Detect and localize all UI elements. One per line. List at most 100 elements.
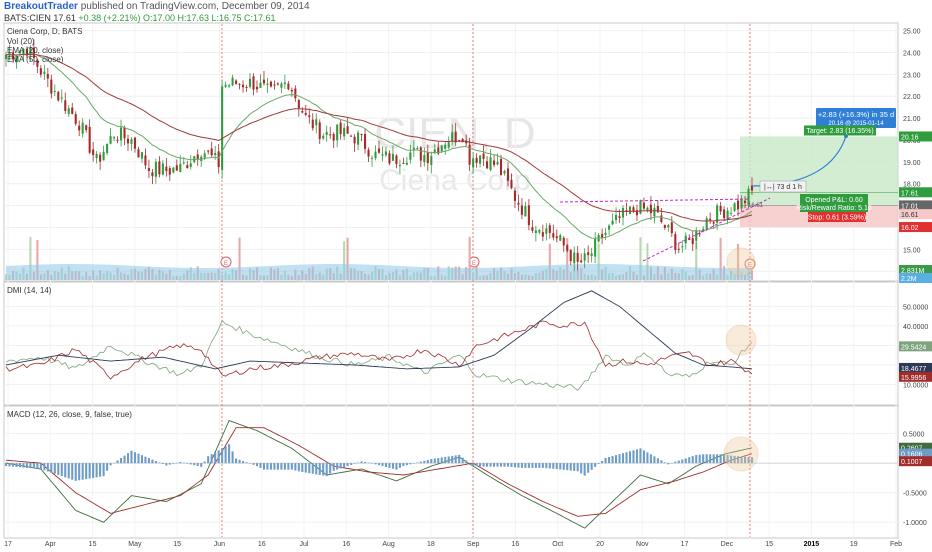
earnings-marker-label: E: [224, 261, 228, 267]
macd-histogram-bar: [297, 463, 300, 472]
macd-histogram-bar: [357, 462, 360, 464]
price-tick-label: 20.00: [903, 138, 921, 145]
time-tick-label: 20: [596, 541, 604, 548]
author-link[interactable]: BreakoutTrader: [4, 1, 78, 12]
macd-histogram-bar: [451, 455, 454, 464]
pattern-price-label: 16.61: [748, 203, 764, 209]
macd-pane-border: [3, 405, 899, 539]
candle-body: [242, 84, 245, 88]
candle-body: [716, 205, 719, 223]
macd-histogram-bar: [691, 456, 694, 464]
candle-body: [370, 157, 374, 159]
macd-histogram-bar: [8, 463, 11, 467]
candle-body: [133, 137, 137, 149]
macd-histogram-bar: [168, 463, 171, 465]
macd-histogram-bar: [53, 463, 56, 474]
candle-body: [137, 149, 140, 158]
macd-histogram-bar: [604, 457, 607, 464]
target-price-tag-box: [899, 131, 932, 142]
volume-bar: [548, 243, 551, 280]
publish-info: published on TradingView.com, December 0…: [80, 1, 310, 12]
macd-histogram-bar: [224, 446, 227, 464]
candle-body: [667, 225, 670, 228]
time-tick-label: 17: [4, 541, 12, 548]
macd-histogram-bar: [628, 451, 632, 464]
candle-body: [618, 216, 621, 218]
macd-histogram-bar: [151, 459, 154, 464]
risk-reward-label: Risk/Reward Ratio: 5.16: [796, 205, 872, 212]
macd-histogram-bar: [106, 463, 109, 471]
macd-histogram-bar: [339, 463, 342, 469]
candle-body: [737, 200, 740, 210]
watermark-name: Ciena Corp: [379, 164, 531, 197]
candle-body: [653, 207, 656, 217]
candle-body: [283, 82, 286, 85]
macd-histogram-bar: [144, 456, 147, 464]
macd-histogram-bar: [667, 463, 670, 465]
candle-body: [224, 84, 227, 87]
macd-histogram-bar: [318, 463, 321, 475]
candle-body: [545, 228, 548, 234]
price-change: +0.38 (+2.21%): [78, 13, 141, 23]
symbol: BATS:CIEN: [4, 13, 51, 23]
macd-histogram-bar: [276, 463, 279, 470]
candle-body: [245, 87, 248, 89]
candle-body: [461, 138, 464, 143]
macd-histogram-bar: [165, 463, 168, 466]
indicator-ema20[interactable]: EMA (20, close): [7, 46, 64, 55]
candle-body: [262, 79, 266, 84]
macd-histogram-bar: [580, 463, 583, 474]
candle-body: [57, 91, 60, 101]
candle-body: [573, 252, 576, 264]
candle-body: [663, 224, 666, 228]
macd-histogram-bar: [562, 463, 565, 470]
candle-body: [621, 207, 625, 218]
candle-body: [444, 144, 447, 149]
candle-body: [308, 115, 311, 117]
dmi-pane-title[interactable]: DMI (14, 14): [7, 286, 52, 295]
candle-body: [670, 222, 673, 234]
macd-histogram-bar: [702, 454, 705, 464]
candle-body: [346, 126, 349, 134]
candle-body: [106, 143, 109, 154]
macd-histogram-bar: [388, 463, 391, 468]
macd-pane-title[interactable]: MACD (12, 26, close, 9, false, true): [7, 410, 132, 419]
macd-histogram-bar: [750, 457, 754, 464]
candle-body: [377, 148, 381, 153]
candle-body: [475, 157, 478, 163]
candle-body: [608, 225, 611, 230]
dmi-pane-border: [3, 281, 899, 406]
candle-body: [332, 133, 335, 141]
earnings-marker-label: E: [748, 263, 752, 269]
macd-histogram-bar: [726, 454, 729, 464]
entry-price-tag-box: [899, 200, 932, 211]
candle-body: [702, 228, 705, 232]
indicator-ema50[interactable]: EMA (50, close): [7, 55, 64, 64]
candle-body: [360, 134, 363, 136]
macd-histogram-bar: [322, 463, 325, 476]
candle-body: [440, 145, 443, 152]
indicator-vol[interactable]: Vol (20): [7, 37, 35, 46]
time-tick-label: 16: [258, 541, 266, 548]
macd-histogram-bar: [18, 463, 21, 468]
adx-line: [5, 290, 753, 370]
candle-body: [172, 167, 175, 173]
macd-histogram-bar: [374, 463, 377, 465]
macd-histogram-bar: [444, 456, 447, 464]
macd-histogram-bar: [573, 463, 576, 471]
candle-body: [611, 220, 614, 225]
candle-body: [130, 139, 133, 144]
candle-body: [384, 151, 388, 156]
candle-body: [78, 125, 81, 131]
volume-bar: [468, 236, 471, 280]
macd-histogram-bar: [130, 450, 133, 464]
macd-histogram-bar: [454, 455, 457, 464]
time-tick-label: 17: [681, 541, 689, 548]
macd-histogram-bar: [646, 452, 649, 464]
price-tick-label: 21.00: [903, 116, 921, 123]
macd-histogram-bar: [639, 448, 642, 464]
candle-body: [231, 77, 234, 86]
target-price-tag: 20.16: [901, 134, 919, 141]
price-tick-label: 19.00: [903, 160, 921, 167]
